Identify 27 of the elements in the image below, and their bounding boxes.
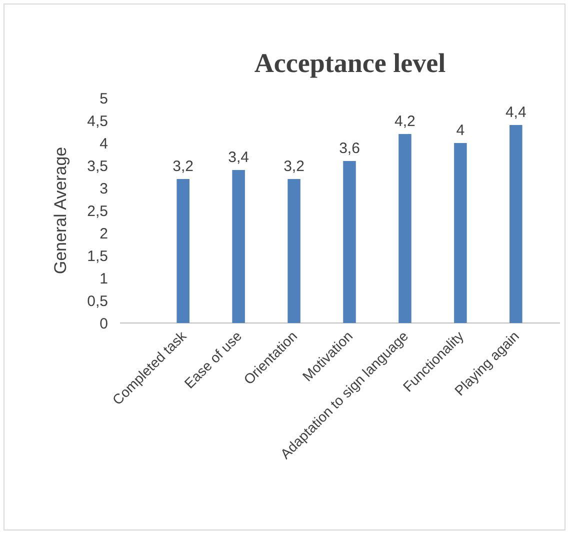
data-label: 4 — [456, 122, 465, 139]
y-tick-label: 5 — [100, 90, 108, 108]
chart-title: Acceptance level — [254, 48, 446, 78]
bar — [288, 179, 300, 323]
data-label: 3,2 — [284, 158, 304, 175]
data-label: 3,6 — [339, 140, 360, 157]
data-label: 4,4 — [505, 104, 526, 121]
bar — [232, 170, 245, 323]
data-label: 3,4 — [228, 149, 249, 166]
bar — [343, 161, 356, 323]
y-tick-label: 4 — [100, 135, 108, 152]
data-label: 4,2 — [394, 113, 416, 130]
y-tick-label: 4,5 — [87, 112, 108, 130]
bar — [176, 179, 190, 323]
y-tick-label: 1 — [100, 270, 108, 288]
bar — [398, 134, 412, 323]
bar — [454, 143, 467, 323]
data-label: 3,2 — [172, 158, 194, 175]
y-tick-label: 0,5 — [87, 292, 108, 310]
y-axis-title: General Average — [51, 146, 70, 274]
y-tick-label: 2,5 — [87, 202, 108, 220]
y-tick-label: 1,5 — [87, 248, 108, 265]
y-tick-label: 0 — [100, 315, 108, 332]
y-tick-label: 2 — [100, 225, 108, 242]
y-tick-label: 3 — [100, 180, 108, 198]
y-tick-label: 3,5 — [87, 158, 108, 175]
bar — [510, 125, 522, 323]
